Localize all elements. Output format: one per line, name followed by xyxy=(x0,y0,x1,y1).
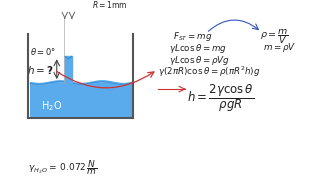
Text: $\gamma(2\pi R)\cos\theta = \rho(\pi R^2 h)g$: $\gamma(2\pi R)\cos\theta = \rho(\pi R^2… xyxy=(158,65,261,80)
Text: $h = \dfrac{2\gamma\cos\theta}{\rho g R}$: $h = \dfrac{2\gamma\cos\theta}{\rho g R}… xyxy=(187,82,254,114)
Text: $\gamma L\cos\theta = mg$: $\gamma L\cos\theta = mg$ xyxy=(169,42,227,55)
Text: $\gamma L\cos\theta = \rho Vg$: $\gamma L\cos\theta = \rho Vg$ xyxy=(169,53,230,67)
Text: $R=1\mathrm{mm}$: $R=1\mathrm{mm}$ xyxy=(92,0,128,10)
Text: $m = \rho V$: $m = \rho V$ xyxy=(263,41,297,54)
Text: $\theta=0°$: $\theta=0°$ xyxy=(30,46,56,57)
Text: $\rho = \dfrac{m}{V}$: $\rho = \dfrac{m}{V}$ xyxy=(260,27,289,46)
Text: $\gamma_{H_2O} = \;0.072\,\dfrac{N}{m}$: $\gamma_{H_2O} = \;0.072\,\dfrac{N}{m}$ xyxy=(28,159,98,177)
Bar xyxy=(30,83,132,117)
Text: $F_{ST} = mg$: $F_{ST} = mg$ xyxy=(173,30,213,43)
Text: $\mathrm{H_2O}$: $\mathrm{H_2O}$ xyxy=(41,99,62,113)
Text: $h=\mathbf{?}$: $h=\mathbf{?}$ xyxy=(28,64,54,76)
